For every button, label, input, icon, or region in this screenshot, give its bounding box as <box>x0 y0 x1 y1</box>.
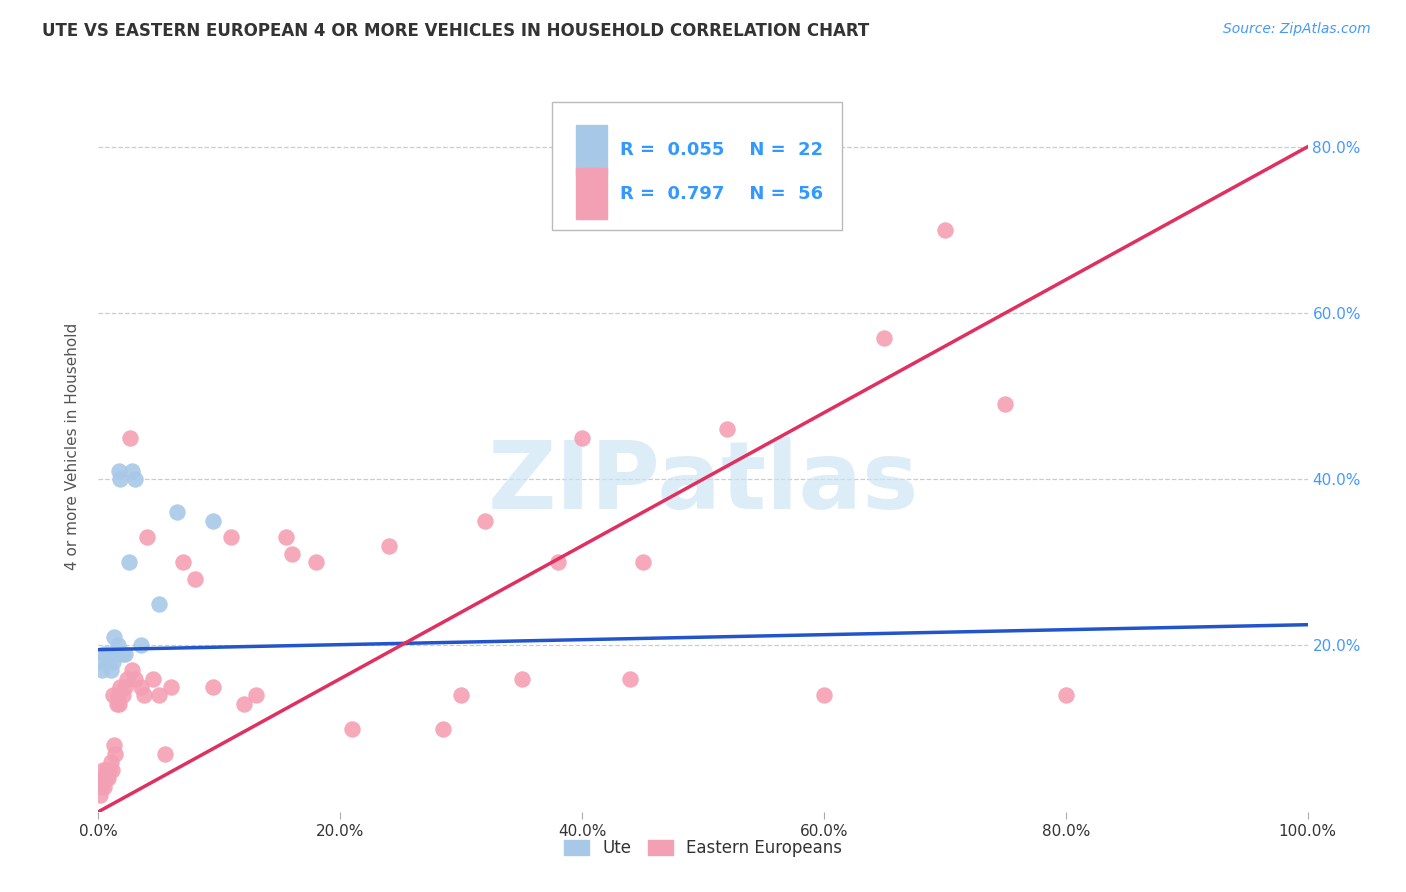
Point <box>100 763 122 777</box>
Text: Source: ZipAtlas.com: Source: ZipAtlas.com <box>1223 22 1371 37</box>
Point <box>107 689 129 703</box>
Point <box>93 780 115 794</box>
Point <box>166 506 188 520</box>
Point <box>108 472 131 486</box>
Point <box>94 772 117 786</box>
Point <box>91 772 114 786</box>
Point <box>101 689 124 703</box>
Point <box>631 555 654 569</box>
Point <box>148 689 170 703</box>
Point <box>571 431 593 445</box>
Point <box>96 647 118 661</box>
Point <box>98 655 121 669</box>
Point <box>450 689 472 703</box>
Point <box>124 472 146 486</box>
Point <box>118 555 141 569</box>
Point <box>107 639 129 653</box>
Point <box>100 647 122 661</box>
Point <box>129 639 152 653</box>
Point <box>105 647 128 661</box>
Point <box>153 747 176 761</box>
Point <box>89 655 111 669</box>
Point <box>100 755 122 769</box>
Point <box>118 431 141 445</box>
Point <box>142 672 165 686</box>
Point <box>274 530 297 544</box>
Point <box>934 223 956 237</box>
Point <box>202 680 225 694</box>
Point <box>114 680 136 694</box>
Point <box>148 597 170 611</box>
Text: R =  0.797    N =  56: R = 0.797 N = 56 <box>620 185 823 202</box>
Point <box>108 464 131 478</box>
Point <box>101 655 124 669</box>
Point <box>114 647 136 661</box>
Point <box>202 514 225 528</box>
Point <box>111 647 134 661</box>
Point <box>510 672 533 686</box>
Point <box>994 397 1017 411</box>
Point <box>97 772 120 786</box>
Point <box>1054 689 1077 703</box>
Point <box>90 780 112 794</box>
Point <box>619 672 641 686</box>
Point <box>91 664 114 678</box>
Point <box>104 747 127 761</box>
Point <box>111 689 134 703</box>
Point <box>305 555 328 569</box>
Point <box>124 672 146 686</box>
Point <box>474 514 496 528</box>
Point <box>103 630 125 644</box>
Point <box>134 689 156 703</box>
Point <box>221 530 243 544</box>
Point <box>873 331 896 345</box>
Point <box>135 530 157 544</box>
Point <box>129 680 152 694</box>
Point <box>432 722 454 736</box>
Point <box>103 738 125 752</box>
Point <box>245 689 267 703</box>
Point <box>96 763 118 777</box>
Text: R =  0.055    N =  22: R = 0.055 N = 22 <box>620 141 823 159</box>
FancyBboxPatch shape <box>576 169 607 219</box>
Point <box>121 464 143 478</box>
Point <box>160 680 183 694</box>
Point <box>342 722 364 736</box>
Point <box>91 763 114 777</box>
Point <box>172 555 194 569</box>
Point <box>117 672 139 686</box>
Text: ZIPatlas: ZIPatlas <box>488 436 918 529</box>
Point <box>232 697 254 711</box>
Y-axis label: 4 or more Vehicles in Household: 4 or more Vehicles in Household <box>65 322 80 570</box>
Point <box>184 572 207 586</box>
Point <box>547 555 569 569</box>
Point <box>108 697 131 711</box>
Point <box>716 422 738 436</box>
FancyBboxPatch shape <box>576 125 607 175</box>
Point <box>813 689 835 703</box>
Point <box>121 664 143 678</box>
Point <box>108 680 131 694</box>
Legend: Ute, Eastern Europeans: Ute, Eastern Europeans <box>555 830 851 865</box>
Point <box>100 664 122 678</box>
Point <box>98 763 121 777</box>
Point <box>377 539 399 553</box>
Point <box>89 788 111 802</box>
Point <box>105 697 128 711</box>
Point <box>281 547 304 561</box>
FancyBboxPatch shape <box>551 103 842 230</box>
Text: UTE VS EASTERN EUROPEAN 4 OR MORE VEHICLES IN HOUSEHOLD CORRELATION CHART: UTE VS EASTERN EUROPEAN 4 OR MORE VEHICL… <box>42 22 869 40</box>
Point <box>93 647 115 661</box>
